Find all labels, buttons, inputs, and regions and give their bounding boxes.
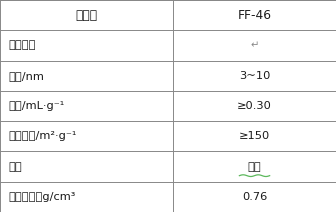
Text: 齿球: 齿球 xyxy=(248,162,261,172)
Text: ↵: ↵ xyxy=(250,40,259,50)
Text: ≥150: ≥150 xyxy=(239,131,270,141)
Text: ≥0.30: ≥0.30 xyxy=(237,101,272,111)
Text: 3~10: 3~10 xyxy=(239,71,270,81)
Text: FF-46: FF-46 xyxy=(238,9,271,22)
Text: 装填堆比，g/cm³: 装填堆比，g/cm³ xyxy=(8,192,76,202)
Text: 物化性质: 物化性质 xyxy=(8,40,36,50)
Text: 形状: 形状 xyxy=(8,162,22,172)
Text: 0.76: 0.76 xyxy=(242,192,267,202)
Text: 工业剂: 工业剂 xyxy=(76,9,97,22)
Text: 孔径/nm: 孔径/nm xyxy=(8,71,44,81)
Text: 比表面积/m²·g⁻¹: 比表面积/m²·g⁻¹ xyxy=(8,131,77,141)
Text: 孔容/mL·g⁻¹: 孔容/mL·g⁻¹ xyxy=(8,101,65,111)
